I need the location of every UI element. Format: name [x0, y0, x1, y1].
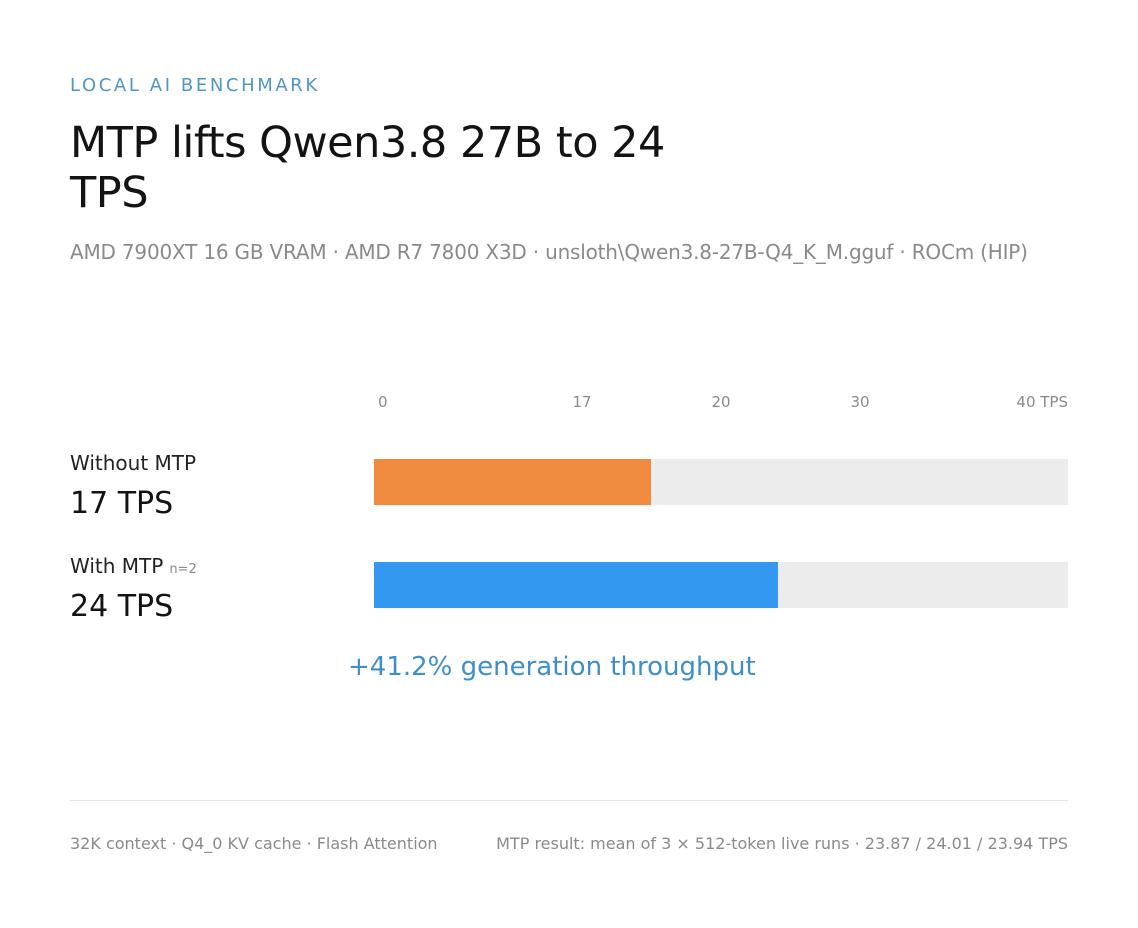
throughput-delta: +41.2% generation throughput [348, 652, 756, 682]
x-tick-label: 17 [572, 393, 591, 411]
bar-with-mtp [374, 562, 778, 608]
row-label-with-mtp: With MTP n=2 [70, 554, 197, 578]
x-tick-label: 40 TPS [1016, 393, 1068, 411]
row-label-text: With MTP [70, 554, 164, 578]
hardware-subtitle: AMD 7900XT 16 GB VRAM · AMD R7 7800 X3D … [70, 240, 1028, 264]
footer-divider [70, 800, 1068, 801]
row-value-without-mtp: 17 TPS [70, 486, 174, 521]
row-label-without-mtp: Without MTP [70, 451, 196, 475]
x-tick-label: 0 [378, 393, 388, 411]
row-value-with-mtp: 24 TPS [70, 589, 174, 624]
row-label-note: n=2 [169, 562, 197, 577]
bar-without-mtp [374, 459, 651, 505]
footer-method: MTP result: mean of 3 × 512-token live r… [496, 834, 1068, 853]
page-title: MTP lifts Qwen3.8 27B to 24 TPS [70, 118, 665, 218]
x-tick-label: 20 [711, 393, 730, 411]
footer-config: 32K context · Q4_0 KV cache · Flash Atte… [70, 834, 438, 853]
eyebrow-label: LOCAL AI BENCHMARK [70, 75, 320, 96]
row-label-text: Without MTP [70, 451, 197, 475]
x-tick-label: 30 [850, 393, 869, 411]
